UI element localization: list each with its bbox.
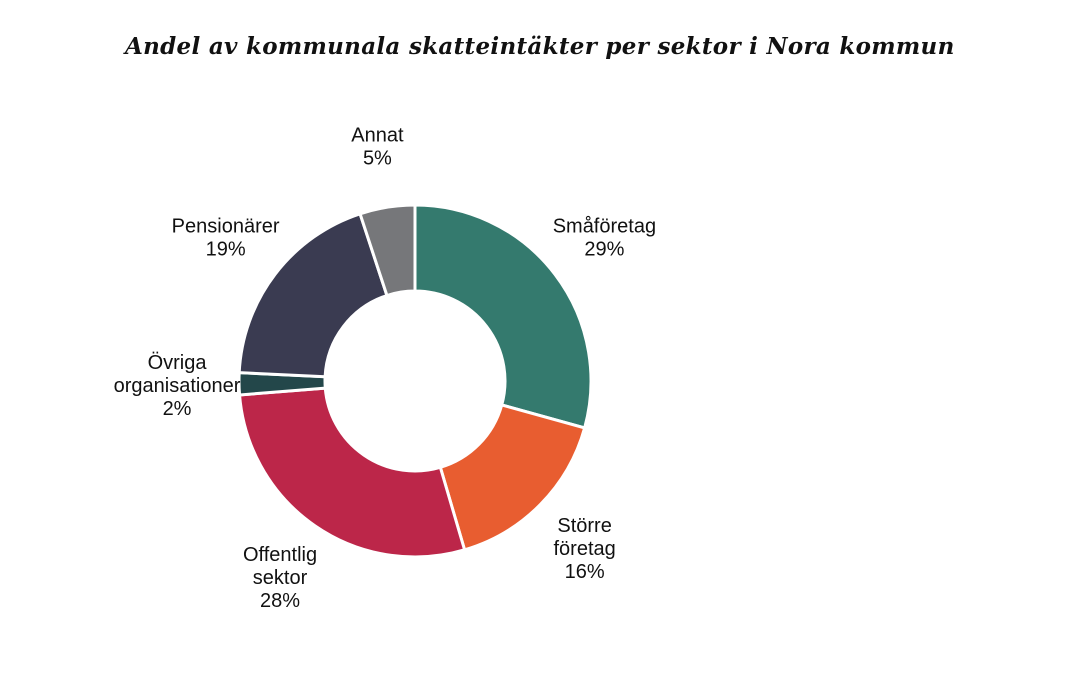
slice-value-label: 16%: [565, 561, 605, 583]
slice-category-label: Småföretag: [553, 215, 656, 237]
slice-label-offentlig-sektor: Offentlig sektor 28%: [243, 544, 317, 612]
slice-value-label: 19%: [206, 238, 246, 260]
slice-category-label: sektor: [253, 567, 308, 589]
slice-category-label: organisationer: [114, 375, 241, 397]
slice-annat: [358, 203, 417, 298]
slice-category-label: Offentlig: [243, 544, 317, 566]
donut-slices: [237, 203, 593, 559]
slice-smaforetag: [413, 203, 593, 430]
slice-label-pensionarer: Pensionärer 19%: [172, 215, 280, 260]
slice-category-label: Större: [557, 515, 611, 537]
slice-labels: Småföretag 29% Större företag 16% Offentlig se…: [114, 124, 656, 612]
slice-value-label: 5%: [363, 147, 392, 169]
slice-label-ovriga-organisationer: Övriga organisationer 2%: [114, 352, 241, 420]
slice-label-annat: Annat 5%: [351, 124, 404, 169]
slice-value-label: 2%: [163, 398, 192, 420]
slice-category-label: Annat: [351, 124, 404, 146]
slice-storre-foretag: [438, 403, 587, 552]
slice-value-label: 29%: [584, 238, 624, 260]
slice-category-label: företag: [553, 538, 615, 560]
slice-value-label: 28%: [260, 590, 300, 612]
slice-pensionarer: [237, 211, 389, 379]
slice-category-label: Pensionärer: [172, 215, 280, 237]
slice-category-label: Övriga: [148, 352, 208, 374]
slice-offentlig-sektor: [237, 386, 467, 559]
chart-title: Andel av kommunala skatteintäkter per se…: [125, 33, 955, 60]
slice-label-smaforetag: Småföretag 29%: [553, 215, 656, 260]
slice-label-storre-foretag: Större företag 16%: [553, 515, 615, 583]
